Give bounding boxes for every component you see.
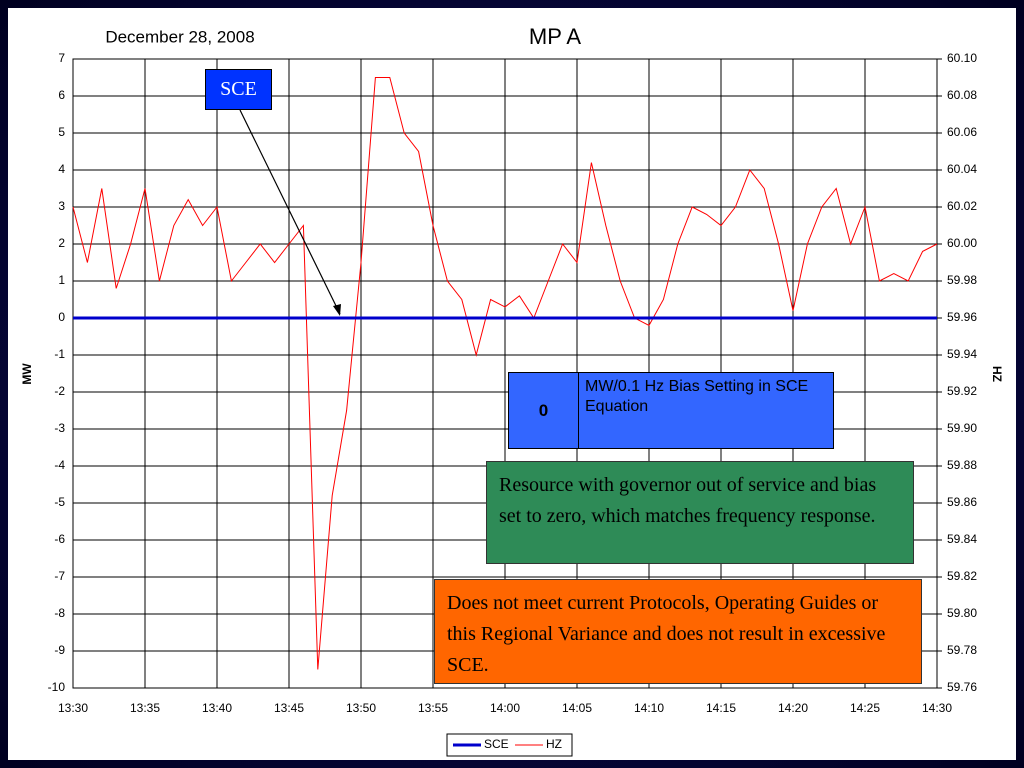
y-tick-label: -6 <box>54 532 65 546</box>
y-tick-label: -1 <box>54 347 65 361</box>
x-tick-label: 14:10 <box>634 701 664 715</box>
y2-tick-label: 59.96 <box>947 310 977 324</box>
x-tick-label: 14:00 <box>490 701 520 715</box>
y-tick-label: -5 <box>54 495 65 509</box>
y2-tick-label: 60.00 <box>947 236 977 250</box>
bias-box: 0 MW/0.1 Hz Bias Setting in SCE Equation <box>508 372 834 449</box>
series-line <box>72 77 938 670</box>
x-tick-label: 13:55 <box>418 701 448 715</box>
x-tick-label: 14:05 <box>562 701 592 715</box>
y2-tick-label: 59.84 <box>947 532 977 546</box>
orange-note: Does not meet current Protocols, Operati… <box>434 579 922 684</box>
x-tick-label: 13:50 <box>346 701 376 715</box>
legend-label: HZ <box>546 737 562 751</box>
y-tick-label: -4 <box>54 458 65 472</box>
bias-label: MW/0.1 Hz Bias Setting in SCE Equation <box>585 378 809 415</box>
x-tick-label: 13:45 <box>274 701 304 715</box>
annotation-arrow <box>239 109 341 315</box>
y2-tick-label: 59.86 <box>947 495 977 509</box>
x-tick-label: 14:30 <box>922 701 952 715</box>
y2-tick-label: 59.98 <box>947 273 977 287</box>
legend-box <box>446 733 573 757</box>
y2-tick-label: 60.08 <box>947 88 977 102</box>
y-tick-label: 6 <box>58 88 65 102</box>
x-tick-label: 14:25 <box>850 701 880 715</box>
y-tick-label: 5 <box>58 125 65 139</box>
bias-value: 0 <box>509 373 579 448</box>
y2-tick-label: 60.02 <box>947 199 977 213</box>
y2-tick-label: 59.94 <box>947 347 977 361</box>
y2-tick-label: 59.92 <box>947 384 977 398</box>
arrow-head <box>333 304 341 316</box>
x-tick-label: 14:20 <box>778 701 808 715</box>
y-tick-label: 2 <box>58 236 65 250</box>
y2-tick-label: 59.90 <box>947 421 977 435</box>
y-tick-label: -9 <box>54 643 65 657</box>
y2-tick-label: 59.82 <box>947 569 977 583</box>
y2-tick-label: 59.76 <box>947 680 977 694</box>
y2-tick-label: 60.10 <box>947 51 977 65</box>
x-tick-label: 14:15 <box>706 701 736 715</box>
legend-label: SCE <box>484 737 509 751</box>
y-tick-label: -10 <box>48 680 66 694</box>
y-tick-label: 3 <box>58 199 65 213</box>
sce-label-box: SCE <box>205 69 272 110</box>
y2-tick-label: 59.78 <box>947 643 977 657</box>
y-tick-label: -8 <box>54 606 65 620</box>
y2-tick-label: 60.06 <box>947 125 977 139</box>
y2-tick-label: 59.80 <box>947 606 977 620</box>
green-note: Resource with governor out of service an… <box>486 461 914 564</box>
x-tick-label: 13:30 <box>58 701 88 715</box>
y-tick-label: -3 <box>54 421 65 435</box>
y-tick-label: 4 <box>58 162 65 176</box>
y2-tick-label: 60.04 <box>947 162 977 176</box>
plot-frame <box>72 58 938 689</box>
x-tick-label: 13:35 <box>130 701 160 715</box>
x-tick-label: 13:40 <box>202 701 232 715</box>
chart-title: MP A <box>529 24 582 49</box>
y2-tick-label: 59.88 <box>947 458 977 472</box>
y-tick-label: 0 <box>58 310 65 324</box>
chart-date: December 28, 2008 <box>105 27 254 46</box>
y-axis-label: MW <box>20 363 34 385</box>
y-tick-label: -2 <box>54 384 65 398</box>
y-tick-label: 1 <box>58 273 65 287</box>
y-tick-label: 7 <box>58 51 65 65</box>
y-tick-label: -7 <box>54 569 65 583</box>
y2-axis-label: HZ <box>990 366 1004 382</box>
